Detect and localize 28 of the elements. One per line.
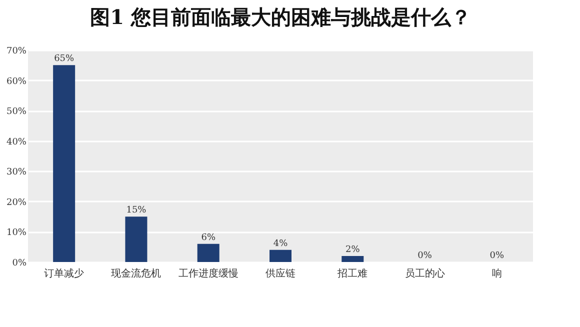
data-label: 15%	[126, 206, 147, 216]
y-tick-label: 20%	[6, 198, 27, 208]
y-tick-label: 10%	[6, 228, 27, 238]
y-tick-label: 60%	[6, 76, 27, 87]
data-label: 2%	[346, 244, 360, 255]
x-tick-label: 工作进度缓慢	[178, 268, 238, 280]
bar	[197, 244, 220, 262]
data-label: 6%	[201, 232, 216, 243]
y-tick-label: 50%	[6, 107, 27, 118]
x-tick-label: 员工的心	[404, 268, 445, 280]
data-label: 65%	[54, 54, 75, 64]
y-tick-label: 30%	[6, 168, 27, 178]
x-tick-label: 响	[492, 268, 502, 280]
x-tick-label: 订单减少	[44, 268, 84, 280]
x-tick-label: 招工难	[336, 268, 368, 280]
bar	[125, 216, 148, 262]
bar	[53, 65, 76, 262]
bar	[270, 250, 292, 262]
y-tick-label: 70%	[6, 46, 27, 56]
chart-title: 图1 您目前面临最大的困难与挑战是什么？	[90, 5, 471, 29]
data-label: 0%	[418, 251, 432, 261]
x-tick-label: 现金流危机	[111, 268, 162, 280]
data-label: 4%	[273, 238, 288, 249]
y-tick-label: 0%	[12, 258, 27, 268]
data-label: 0%	[490, 251, 505, 261]
bar	[342, 256, 364, 262]
y-tick-label: 40%	[6, 137, 27, 148]
x-tick-label: 供应链	[266, 268, 296, 280]
